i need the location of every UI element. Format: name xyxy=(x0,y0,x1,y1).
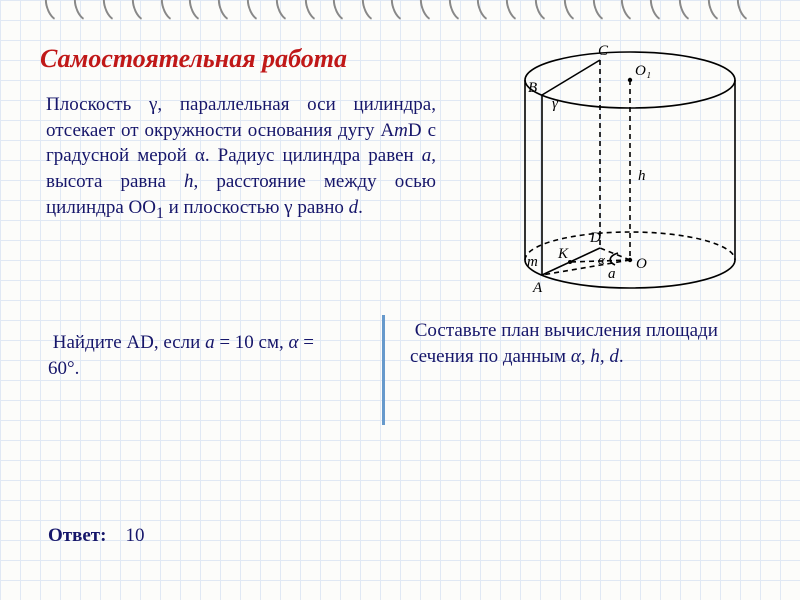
label-o: O xyxy=(636,256,647,272)
task-find-ad: Найдите AD, если a = 10 см, α = 60°. xyxy=(48,330,318,381)
problem-statement: Плоскость γ, параллельная оси цилиндра, … xyxy=(46,92,436,224)
label-k: K xyxy=(557,246,569,262)
label-m: m xyxy=(527,254,538,270)
spiral-binding xyxy=(40,0,760,30)
label-h: h xyxy=(638,168,646,184)
label-a-radius: a xyxy=(608,266,616,282)
page-title: Самостоятельная работа xyxy=(40,44,347,74)
answer-label: Ответ: xyxy=(48,525,106,546)
answer-line: Ответ: 10 xyxy=(48,525,144,547)
label-d: D xyxy=(589,230,601,246)
label-o1: O₁ xyxy=(635,63,651,79)
label-a-point: A xyxy=(532,280,543,296)
task-plan: Составьте план вычисления площади сечени… xyxy=(410,318,750,369)
cylinder-diagram: O₁ O A B C D K γ h a m α xyxy=(470,40,770,300)
label-alpha: α xyxy=(598,252,606,267)
label-gamma: γ xyxy=(552,96,559,112)
label-c: C xyxy=(598,43,609,59)
task-divider xyxy=(382,315,385,425)
label-b: B xyxy=(528,80,537,96)
answer-value: 10 xyxy=(125,525,144,546)
